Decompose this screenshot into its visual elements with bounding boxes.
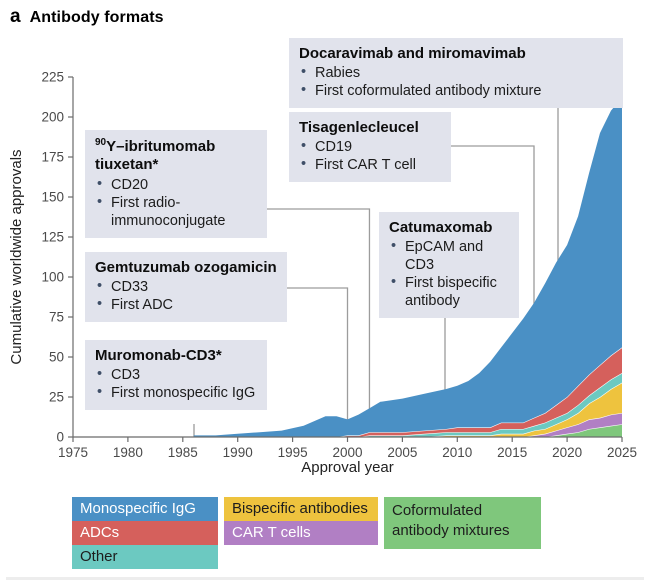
annotation-bullet: First ADC	[95, 296, 277, 315]
y-tick-label: 75	[49, 310, 64, 325]
y-tick-label: 50	[49, 350, 64, 365]
x-tick-label: 1995	[278, 445, 308, 460]
x-tick-label: 2025	[607, 445, 637, 460]
annotation-bullet: CD19	[299, 138, 441, 157]
legend-item-bispecific: Bispecific antibodies	[224, 497, 378, 521]
y-tick-label: 225	[41, 70, 64, 85]
bottom-divider	[6, 577, 644, 580]
figure-title: a Antibody formats	[10, 6, 164, 28]
legend-item-monospecific-igg: Monospecific IgG	[72, 497, 218, 521]
annotation-bullets: CD19 First CAR T cell	[299, 138, 441, 175]
panel-label: a	[10, 6, 21, 27]
figure-title-text: Antibody formats	[29, 9, 164, 26]
annotation-connector-line	[283, 287, 349, 421]
legend-item-car-t: CAR T cells	[224, 521, 378, 545]
annotation-bullets: CD20 First radio-immunoconjugate	[95, 176, 257, 231]
x-tick-label: 1975	[58, 445, 88, 460]
isotope-superscript: 90	[95, 137, 107, 148]
annotation-bullet: Rabies	[299, 64, 613, 83]
y-axis-title: Cumulative worldwide approvals	[8, 149, 25, 365]
y-tick-label: 100	[41, 270, 64, 285]
annotation-connector-line	[447, 145, 535, 304]
legend-item-adcs: ADCs	[72, 521, 218, 545]
annotation-title: Tisagenlecleucel	[299, 119, 419, 136]
annotation-title: Muromonab-CD3*	[95, 347, 222, 364]
legend-item-coformulated: Coformulated antibody mixtures	[384, 497, 541, 549]
annotation-bullet: First CAR T cell	[299, 156, 441, 175]
x-tick-label: 2020	[552, 445, 582, 460]
annotation-bullets: CD33 First ADC	[95, 278, 277, 315]
annotation-title: Catumaxomab	[389, 219, 493, 236]
annotation-title: Docaravimab and miromavimab	[299, 45, 526, 62]
y-tick-label: 150	[41, 190, 64, 205]
legend-column-2: Bispecific antibodies CAR T cells	[224, 497, 378, 545]
y-tick-label: 175	[41, 150, 64, 165]
x-tick-label: 2005	[387, 445, 417, 460]
annotation-bullet: CD20	[95, 176, 257, 195]
x-tick-label: 2015	[497, 445, 527, 460]
annotation-bullets: EpCAM and CD3 First bispecific antibody	[389, 238, 509, 311]
annotation-bullets: Rabies First coformulated antibody mixtu…	[299, 64, 613, 101]
annotation-title: Gemtuzumab ozogamicin	[95, 259, 277, 276]
annotation-tisagenlecleucel: Tisagenlecleucel CD19 First CAR T cell	[289, 112, 451, 183]
x-axis-title: Approval year	[301, 459, 394, 476]
annotation-ibritumomab: 90Y–ibritumomab tiuxetan* CD20 First rad…	[85, 130, 267, 238]
annotation-docaravimab: Docaravimab and miromavimab Rabies First…	[289, 38, 623, 109]
area-monospecific-igg	[193, 97, 622, 438]
legend-column-3: Coformulated antibody mixtures	[384, 497, 541, 549]
annotation-bullet: First bispecific antibody	[389, 274, 509, 311]
y-tick-label: 200	[41, 110, 64, 125]
area-coformulated-antibody-mixtures	[193, 424, 622, 437]
x-tick-label: 2010	[442, 445, 472, 460]
y-tick-label: 0	[56, 430, 64, 445]
annotation-bullet: First coformulated antibody mixture	[299, 82, 613, 101]
annotation-bullets: CD3 First monospecific IgG	[95, 366, 257, 403]
annotation-bullet: First radio-immunoconjugate	[95, 194, 257, 231]
x-tick-label: 1990	[223, 445, 253, 460]
annotation-bullet: CD3	[95, 366, 257, 385]
annotation-bullet: First monospecific IgG	[95, 384, 257, 403]
x-tick-label: 1980	[113, 445, 143, 460]
legend-column-1: Monospecific IgG ADCs Other	[72, 497, 218, 569]
annotation-catumaxomab: Catumaxomab EpCAM and CD3 First bispecif…	[379, 212, 519, 319]
annotation-bullet: CD33	[95, 278, 277, 297]
y-tick-label: 125	[41, 230, 64, 245]
annotation-title: 90Y–ibritumomab tiuxetan*	[95, 137, 216, 174]
legend-item-other: Other	[72, 545, 218, 569]
x-tick-label: 2000	[332, 445, 362, 460]
y-tick-label: 25	[49, 390, 64, 405]
annotation-muromonab: Muromonab-CD3* CD3 First monospecific Ig…	[85, 340, 267, 411]
annotation-connector-line	[263, 208, 371, 410]
annotation-bullet: EpCAM and CD3	[389, 238, 509, 275]
x-tick-label: 1985	[168, 445, 198, 460]
annotation-gemtuzumab: Gemtuzumab ozogamicin CD33 First ADC	[85, 252, 287, 323]
